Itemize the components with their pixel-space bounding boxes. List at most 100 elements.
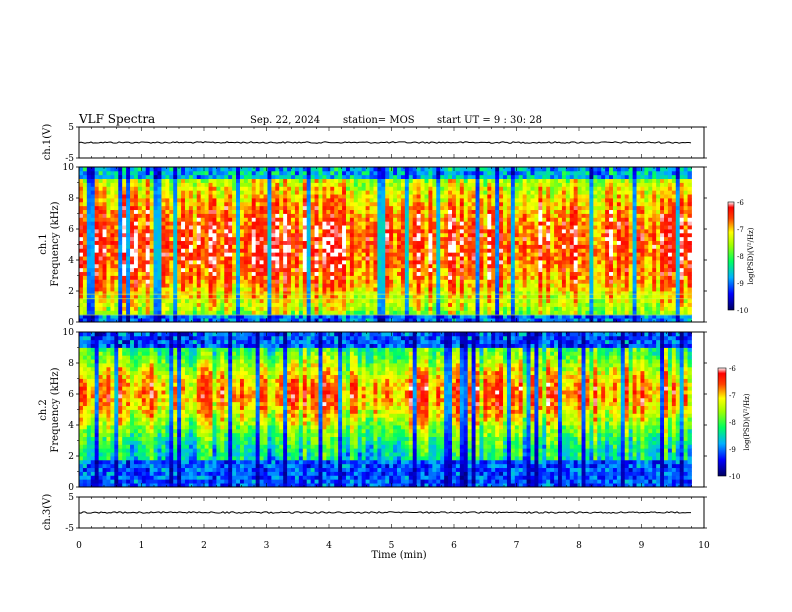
spectrogram-cell [404,198,410,203]
spectrogram-cell [499,201,504,207]
spectrogram-cell [503,252,508,257]
spectrogram-cell [546,232,551,238]
spectrogram-cell [161,201,166,207]
spectrogram-cell [188,174,194,180]
spectrogram-cell [236,310,241,315]
spectrogram-cell [236,267,241,273]
spectrogram-cell [118,174,123,180]
spectrogram-cell [181,267,186,273]
spectrogram-cell [271,306,276,311]
spectrogram-cell [373,256,378,261]
spectrogram-cell [90,287,96,292]
spectrogram-cell [267,260,272,265]
spectrogram-cell [102,260,107,265]
spectrogram-cell [491,170,496,176]
spectrogram-cell [141,271,147,276]
spectrogram-cell [338,248,343,253]
spectrogram-cell [483,221,488,226]
spectrogram-cell [361,170,367,176]
spectrogram-cell [495,170,500,176]
spectrogram-cell [90,256,96,261]
spectrogram-cell [169,217,174,222]
spectrogram-cell [275,198,280,203]
spectrogram-cell [137,287,143,292]
spectrogram-cell [534,271,539,276]
spectrogram-cell [126,271,131,276]
spectrogram-cell [243,198,249,203]
spectrogram-cell [440,167,445,172]
spectrogram-cell [514,198,520,203]
spectrogram-cell [86,240,92,245]
spectrogram-cell [546,170,551,176]
spectrogram-cell [503,279,508,284]
spectrogram-cell [420,256,425,261]
spectrogram-cell [130,298,135,304]
spectrogram-cell [495,178,500,183]
spectrogram-cell [514,260,520,265]
spectrogram-cell [263,236,268,242]
spectrogram-cell [444,263,449,269]
spectrogram-cell [79,209,84,214]
spectrogram-cell [522,294,527,300]
spectrogram-cell [412,318,418,323]
spectrogram-cell [102,291,107,296]
spectrogram-cell [475,167,480,172]
spectrogram-cell [389,244,394,249]
spectrogram-cell [440,213,445,218]
spectrogram-cell [522,198,527,203]
spectrogram-cell [385,205,390,211]
spectrogram-cell [397,236,402,242]
spectrogram-cell [283,306,288,311]
spectrogram-cell [522,236,527,242]
spectrogram-cell [318,209,323,214]
spectrogram-cell [491,310,496,315]
spectrogram-cell [196,302,202,307]
spectrogram-cell [200,225,206,230]
spectrogram-cell [271,201,276,207]
spectrogram-cell [530,209,535,214]
spectrogram-cell [255,248,261,253]
spectrogram-cell [353,260,359,265]
spectrogram-cell [479,236,484,242]
spectrogram-cell [330,167,335,172]
spectrogram-cell [373,213,378,218]
spectrogram-cell [165,283,170,288]
spectrogram-cell [114,225,119,230]
spectrogram-cell [475,263,480,269]
spectrogram-cell [133,186,139,191]
spectrogram-cell [86,170,92,176]
spectrogram-cell [377,294,382,300]
spectrogram-cell [106,287,111,292]
spectrogram-cell [314,275,319,280]
spectrogram-cell [455,263,461,269]
spectrogram-cell [126,236,131,242]
spectrogram-cell [349,205,355,211]
spectrogram-cell [130,248,135,253]
spectrogram-cell [279,209,284,214]
spectrogram-cell [149,186,154,191]
spectrogram-cell [440,209,445,214]
spectrogram-cell [400,302,406,307]
spectrogram-cell [165,201,170,207]
spectrogram-cell [82,240,88,245]
spectrogram-cell [137,225,143,230]
spectrogram-cell [467,260,473,265]
spectrogram-cell [220,271,225,276]
spectrogram-cell [322,232,327,238]
spectrogram-cell [291,260,296,265]
spectrogram-cell [397,182,402,187]
spectrogram-cell [314,314,319,319]
spectrogram-cell [365,182,370,187]
spectrogram-cell [302,283,308,288]
spectrogram-cell [287,267,292,273]
spectrogram-cell [463,248,469,253]
spectrogram-cell [236,178,241,183]
spectrogram-cell [102,205,107,211]
spectrogram-cell [114,271,119,276]
spectrogram-cell [495,236,500,242]
spectrogram-cell [518,283,524,288]
spectrogram-cell [137,279,143,284]
spectrogram-cell [126,302,131,307]
spectrogram-cell [393,225,398,230]
spectrogram-cell [440,186,445,191]
